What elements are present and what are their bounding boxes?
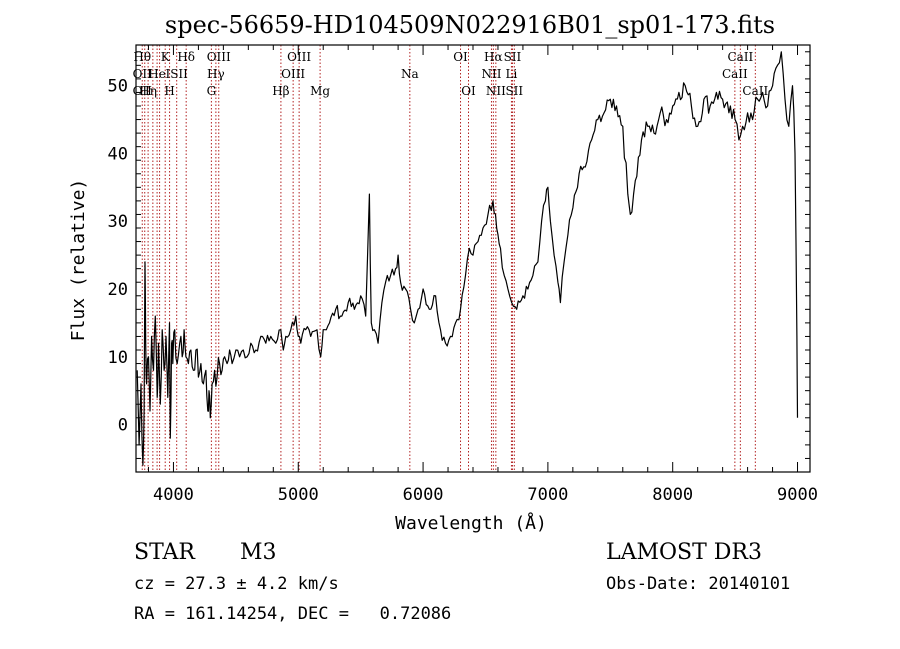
marker-label: OIII bbox=[281, 67, 305, 81]
marker-label: G bbox=[207, 84, 217, 98]
y-axis-label: Flux (relative) bbox=[68, 179, 89, 342]
marker-label: SII bbox=[504, 50, 522, 64]
x-tick-label: 8000 bbox=[652, 485, 693, 505]
y-tick-label: 30 bbox=[108, 212, 128, 232]
coordinates: RA = 161.14254, DEC = 0.72086 bbox=[134, 604, 452, 624]
y-tick-label: 20 bbox=[108, 280, 128, 300]
marker-label: Na bbox=[401, 67, 419, 81]
marker-label: H bbox=[164, 84, 174, 98]
marker-label: Li bbox=[506, 67, 518, 81]
spectrum-plot: spec-56659-HD104509N022916B01_sp01-173.f… bbox=[68, 11, 818, 534]
spectrum-line bbox=[136, 51, 799, 466]
redshift-value: cz = 27.3 ± 4.2 km/s bbox=[134, 574, 339, 594]
marker-label: Hθ bbox=[133, 50, 151, 64]
y-tick-label: 50 bbox=[108, 77, 128, 97]
chart-title: spec-56659-HD104509N022916B01_sp01-173.f… bbox=[165, 11, 775, 39]
object-class: STAR bbox=[134, 540, 195, 565]
survey-name: LAMOST DR3 bbox=[606, 540, 762, 565]
spectral-line-labels: HθOIIOIIHηHeKHISIIHδGHγOIIIHβOIIIOIIIMgN… bbox=[133, 50, 769, 98]
y-tick-label: 0 bbox=[118, 416, 128, 436]
marker-label: CaII bbox=[722, 67, 748, 81]
y-tick-label: 40 bbox=[108, 144, 128, 164]
x-tick-label: 7000 bbox=[527, 485, 568, 505]
x-tick-label: 5000 bbox=[278, 485, 319, 505]
marker-label: OI bbox=[461, 84, 476, 98]
marker-label: OIII bbox=[207, 50, 231, 64]
marker-label: SII bbox=[505, 84, 523, 98]
object-subclass: M3 bbox=[240, 540, 277, 565]
x-tick-label: 6000 bbox=[403, 485, 444, 505]
x-tick-label: 9000 bbox=[777, 485, 818, 505]
x-axis-label: Wavelength (Å) bbox=[395, 512, 547, 534]
spectral-line-markers bbox=[141, 45, 756, 472]
axis-ticks: 4000 5000 6000 7000 8000 9000 0 10 20 30 40 50 bbox=[108, 45, 818, 505]
marker-label: OII bbox=[133, 67, 153, 81]
x-tick-label: 4000 bbox=[153, 485, 194, 505]
marker-label: NII bbox=[486, 84, 506, 98]
marker-label: Hα bbox=[484, 50, 503, 64]
marker-label: OII bbox=[133, 84, 153, 98]
marker-label: Hβ bbox=[272, 84, 289, 98]
marker-label: Hγ bbox=[207, 67, 225, 81]
observation-date: Obs-Date: 20140101 bbox=[606, 574, 791, 594]
marker-label: Mg bbox=[310, 84, 330, 98]
marker-label: OI bbox=[453, 50, 468, 64]
marker-label: OIII bbox=[287, 50, 311, 64]
marker-label: NII bbox=[481, 67, 501, 81]
y-tick-label: 10 bbox=[108, 348, 128, 368]
marker-label: Hδ bbox=[177, 50, 195, 64]
marker-label: ISII bbox=[165, 67, 188, 81]
marker-label: Hη bbox=[139, 84, 157, 98]
marker-label: CaII bbox=[727, 50, 753, 64]
marker-label: He bbox=[148, 67, 166, 81]
marker-label: CaII bbox=[742, 84, 768, 98]
marker-label: K bbox=[161, 50, 171, 64]
